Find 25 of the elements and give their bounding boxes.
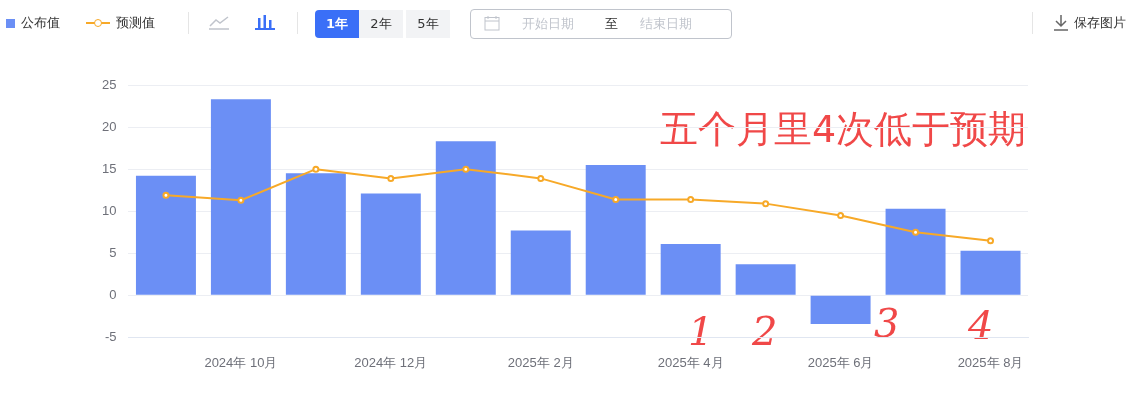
- text: 至: [605, 15, 618, 33]
- y-tick-label: 15: [101, 160, 117, 176]
- annotation: 1: [688, 308, 714, 354]
- x-tick-label: 2024年 10月: [204, 354, 278, 370]
- x-tick-label: 2025年 2月: [507, 354, 574, 370]
- x-tick-label: 2025年 6月: [807, 354, 874, 370]
- text: 5年: [406, 10, 450, 38]
- annotation: 3: [874, 300, 900, 346]
- text: 开始日期: [522, 15, 574, 33]
- legend-label: 预测值: [115, 14, 155, 32]
- x-tick-label: 2025年 8月: [957, 354, 1024, 370]
- legend-label: 公布值: [20, 14, 60, 32]
- annotation: 2: [752, 308, 778, 354]
- y-tick-label: 10: [101, 202, 117, 218]
- y-tick-label: 0: [109, 286, 117, 302]
- text: 2年: [359, 10, 403, 38]
- text: 1年: [315, 10, 359, 38]
- x-tick-label: 2024年 12月: [354, 354, 428, 370]
- text: 结束日期: [640, 15, 692, 33]
- x-tick-label: 2025年 4月: [657, 354, 724, 370]
- y-tick-label: 25: [101, 76, 117, 92]
- y-tick-label: -5: [104, 328, 117, 344]
- text: 保存图片: [1074, 14, 1126, 32]
- y-tick-label: 5: [109, 244, 117, 260]
- y-tick-label: 20: [101, 118, 117, 134]
